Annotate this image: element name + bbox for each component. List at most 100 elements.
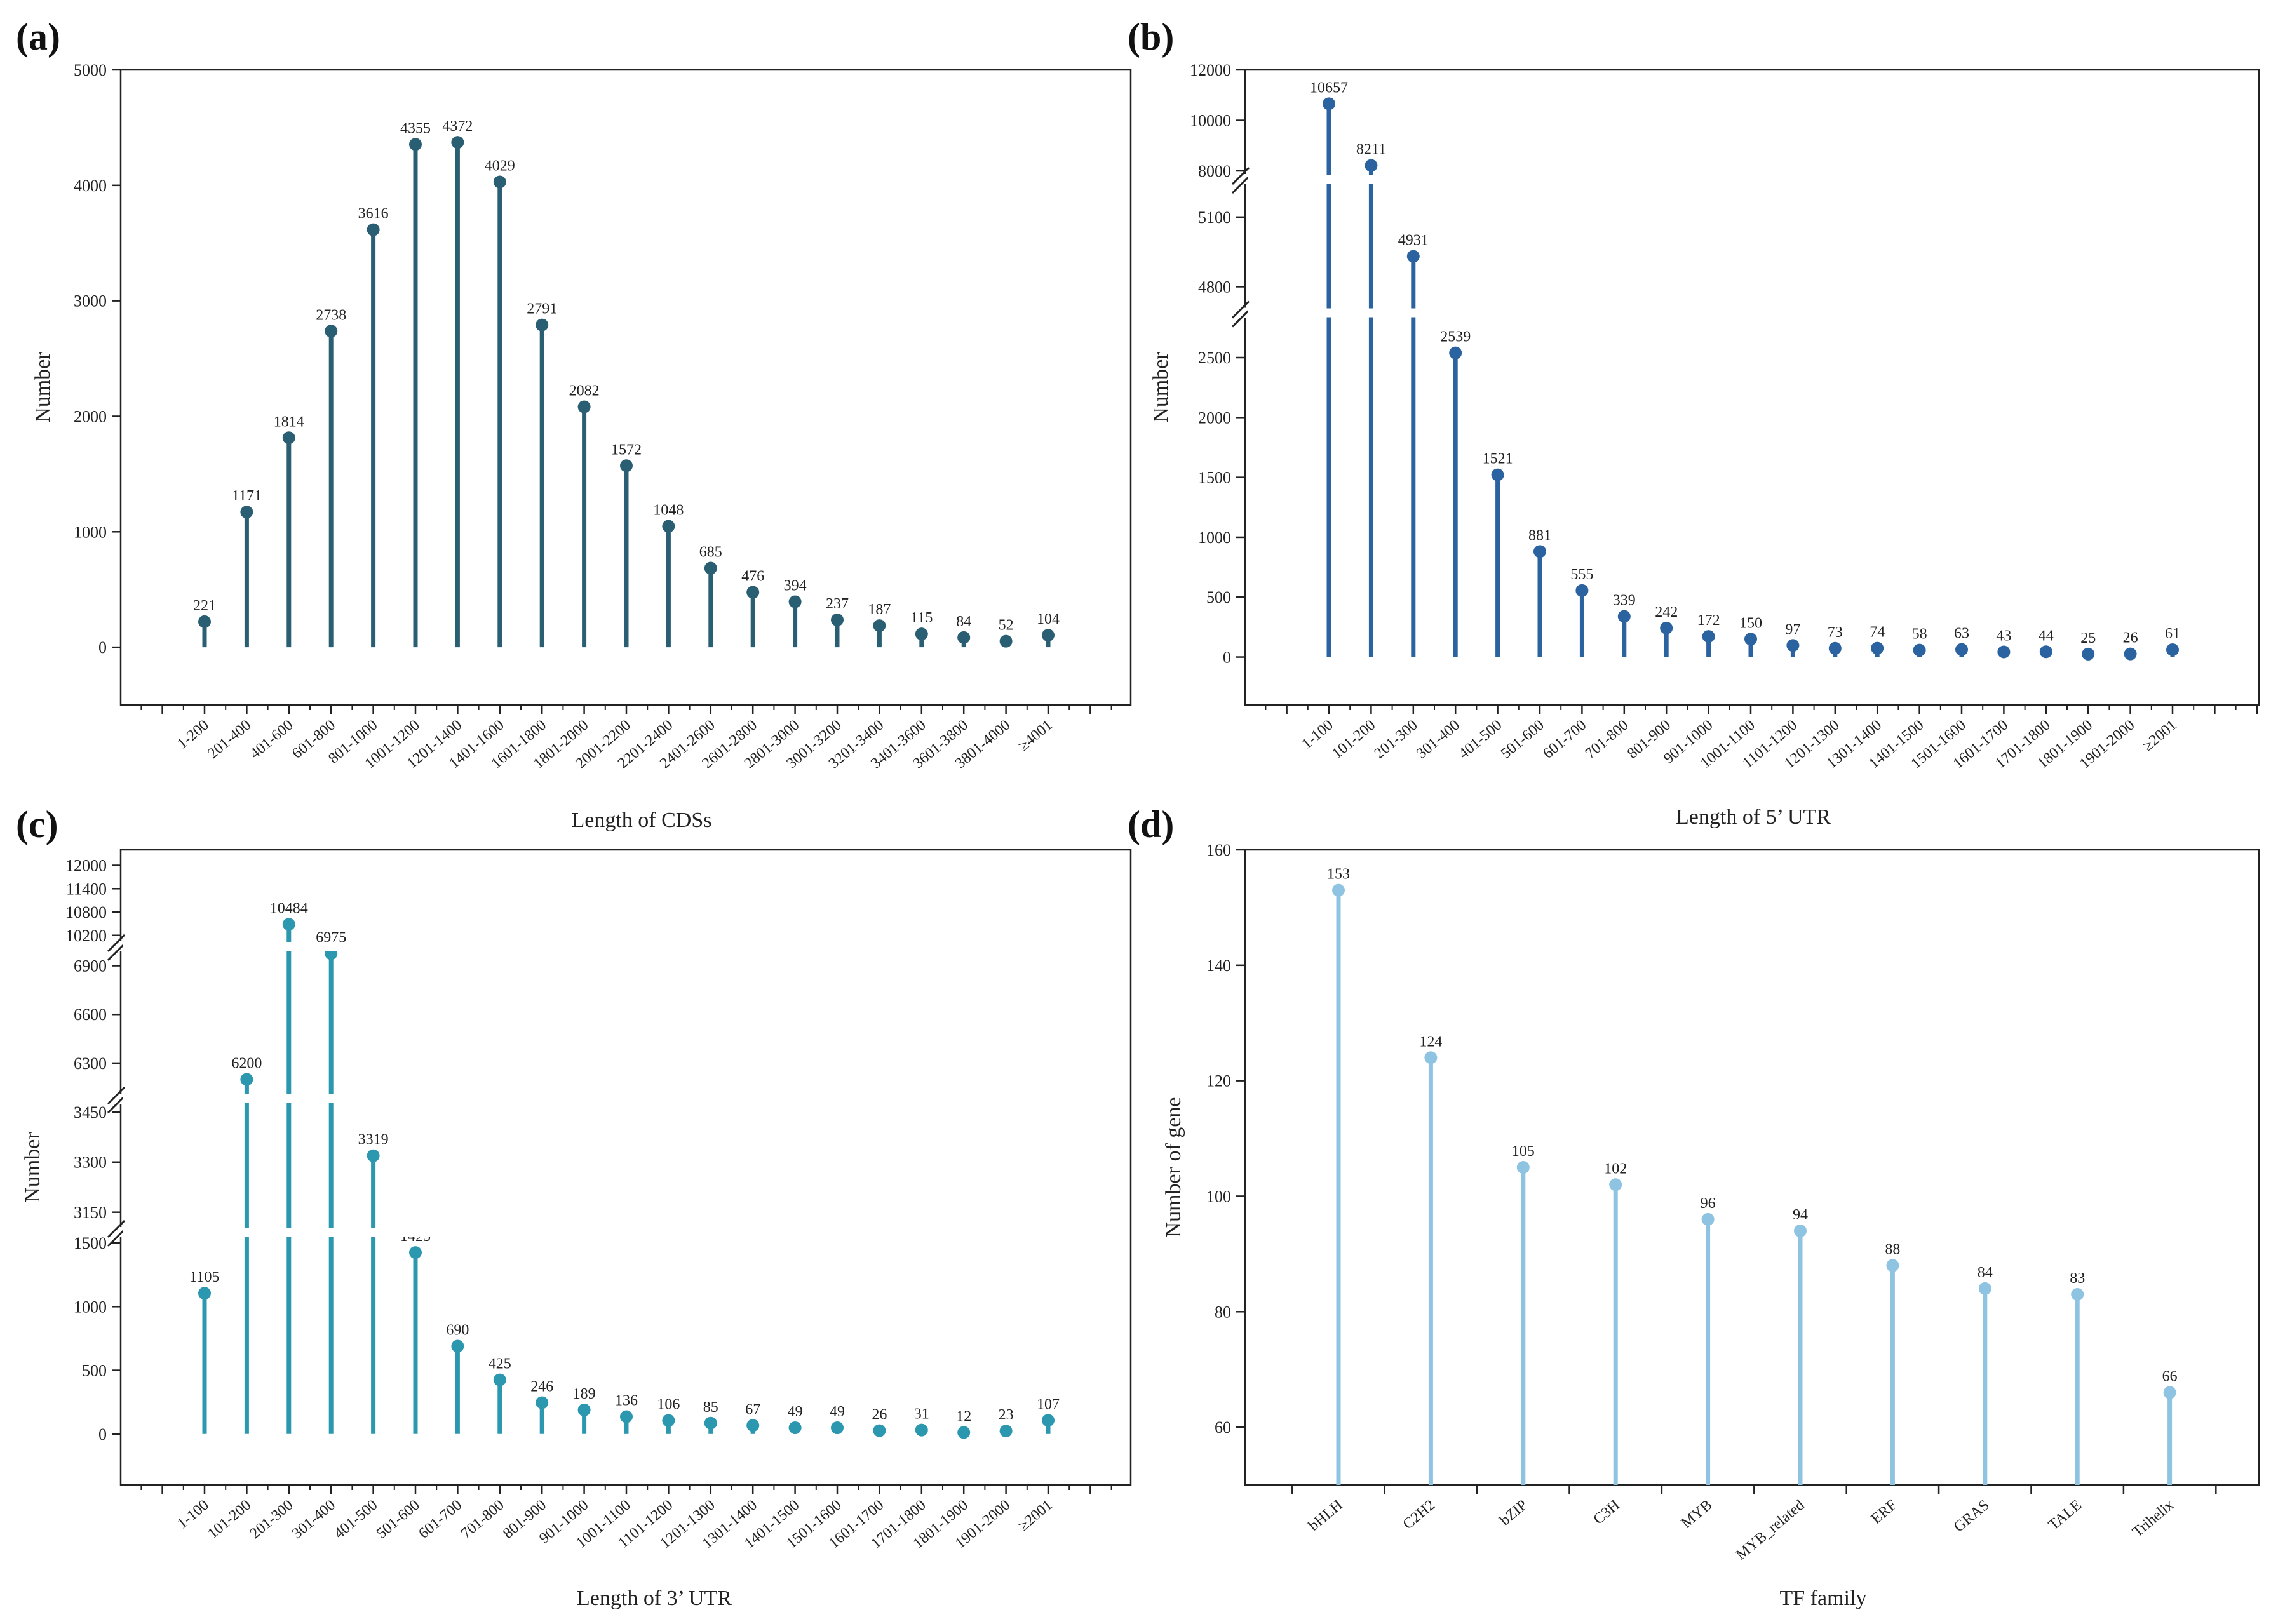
- data-label: 242: [1655, 604, 1678, 621]
- data-label: 107: [1037, 1396, 1060, 1413]
- data-label: 84: [1978, 1265, 1993, 1281]
- y-tick-label: 6600: [74, 1005, 107, 1024]
- x-tick-label: 701-800: [1582, 717, 1632, 762]
- y-tick-label: 8000: [1198, 162, 1231, 180]
- y-tick-label: 1000: [74, 1298, 107, 1316]
- axis-break-mark: [1231, 175, 1250, 194]
- marker-point: [198, 615, 211, 628]
- x-tick-label: 401-600: [247, 717, 297, 762]
- marker-point: [620, 1410, 633, 1423]
- y-tick-label: 120: [1206, 1072, 1231, 1090]
- marker-point: [2039, 645, 2052, 659]
- marker-point: [915, 627, 928, 641]
- data-label: 10657: [1310, 79, 1348, 96]
- x-tick-label: 1-100: [174, 1497, 212, 1533]
- data-label: 1572: [611, 441, 642, 458]
- stem-break-gap: [123, 1094, 1128, 1103]
- marker-point: [1491, 468, 1504, 481]
- data-label: 49: [830, 1404, 845, 1420]
- y-tick-label: 10800: [65, 903, 107, 922]
- plot-frame: [1244, 849, 2260, 1486]
- data-label: 690: [446, 1322, 469, 1338]
- axis-break-mark: [107, 934, 126, 953]
- data-label: 66: [2162, 1369, 2178, 1385]
- data-label: 12: [956, 1408, 971, 1425]
- panel-label: (c): [16, 803, 58, 845]
- x-tick-label: 101-200: [1329, 717, 1378, 762]
- data-label: 4372: [442, 118, 473, 135]
- marker-point: [240, 506, 253, 519]
- data-label: 685: [699, 544, 722, 561]
- y-tick-label: 80: [1215, 1303, 1231, 1321]
- marker-point: [1516, 1161, 1530, 1174]
- y-tick-label: 1500: [74, 1234, 107, 1252]
- data-label: 85: [703, 1399, 718, 1416]
- y-tick-label: 0: [98, 1425, 107, 1444]
- data-label: 104: [1037, 611, 1060, 627]
- data-label: 26: [872, 1407, 887, 1423]
- data-label: 25: [2080, 630, 2096, 647]
- x-tick-label: 301-400: [1413, 717, 1463, 762]
- y-tick-label: 0: [98, 638, 107, 657]
- data-label: 44: [2039, 627, 2054, 644]
- marker-point: [198, 1287, 211, 1300]
- panel-label: (d): [1128, 803, 1174, 845]
- data-label: 83: [2070, 1270, 2085, 1287]
- marker-point: [451, 1339, 464, 1353]
- panel-d: (d) 60 80 100 120 140 160 153 124 105 102 96 94 88 84 8…: [1128, 803, 2260, 1610]
- marker-point: [577, 400, 591, 413]
- data-label: 153: [1327, 866, 1350, 883]
- marker-point: [1323, 97, 1335, 111]
- y-axis-title: Number: [31, 352, 55, 423]
- data-label: 96: [1701, 1195, 1716, 1212]
- axis-break-mark: [1231, 309, 1250, 328]
- data-label: 1105: [189, 1269, 219, 1285]
- marker-point: [746, 586, 760, 599]
- x-tick-label: 501-600: [374, 1497, 423, 1542]
- y-tick-label: 6900: [74, 957, 107, 976]
- panel-label: (b): [1128, 16, 1174, 58]
- data-label: 2738: [316, 307, 346, 323]
- x-tick-label: TALE: [2045, 1497, 2085, 1534]
- data-label: 74: [1870, 624, 1885, 641]
- x-tick-label: 401-500: [331, 1497, 381, 1542]
- data-label: 150: [1739, 615, 1762, 631]
- data-label: 63: [1954, 626, 1969, 642]
- data-label: 187: [868, 601, 891, 618]
- stem-break-gap: [1248, 308, 2256, 318]
- marker-point: [1449, 346, 1462, 359]
- y-tick-label: 500: [82, 1362, 107, 1380]
- y-tick-label: 10000: [1190, 112, 1231, 130]
- y-tick-label: 11400: [66, 880, 107, 898]
- marker-point: [1871, 641, 1884, 655]
- marker-point: [1978, 1282, 1991, 1295]
- marker-point: [1744, 633, 1757, 646]
- axis-break-mark: [107, 1228, 126, 1247]
- marker-point: [577, 1403, 591, 1416]
- marker-point: [1533, 545, 1546, 558]
- x-tick-label: 201-400: [205, 717, 254, 762]
- marker-point: [746, 1419, 760, 1432]
- marker-point: [2163, 1386, 2176, 1399]
- data-label: 52: [999, 617, 1014, 634]
- data-label: 4931: [1398, 232, 1429, 249]
- y-tick-label: 2000: [74, 407, 107, 426]
- x-tick-label: GRAS: [1951, 1497, 1993, 1536]
- marker-point: [1042, 629, 1055, 642]
- y-tick-label: 0: [1223, 648, 1231, 667]
- marker-point: [1365, 159, 1378, 172]
- y-axis-title: Number: [1149, 352, 1173, 423]
- x-tick-label: 1-200: [174, 717, 212, 753]
- marker-point: [957, 1426, 971, 1439]
- marker-point: [1701, 1212, 1715, 1226]
- data-label: 49: [788, 1404, 803, 1420]
- data-label: 73: [1828, 624, 1843, 641]
- x-tick-label: ≥2001: [2140, 717, 2180, 755]
- data-label: 1814: [274, 413, 304, 430]
- marker-point: [451, 136, 464, 149]
- data-label: 339: [1613, 593, 1636, 609]
- data-label: 97: [1785, 621, 1800, 638]
- x-tick-label: bZIP: [1497, 1497, 1530, 1529]
- marker-point: [662, 520, 675, 533]
